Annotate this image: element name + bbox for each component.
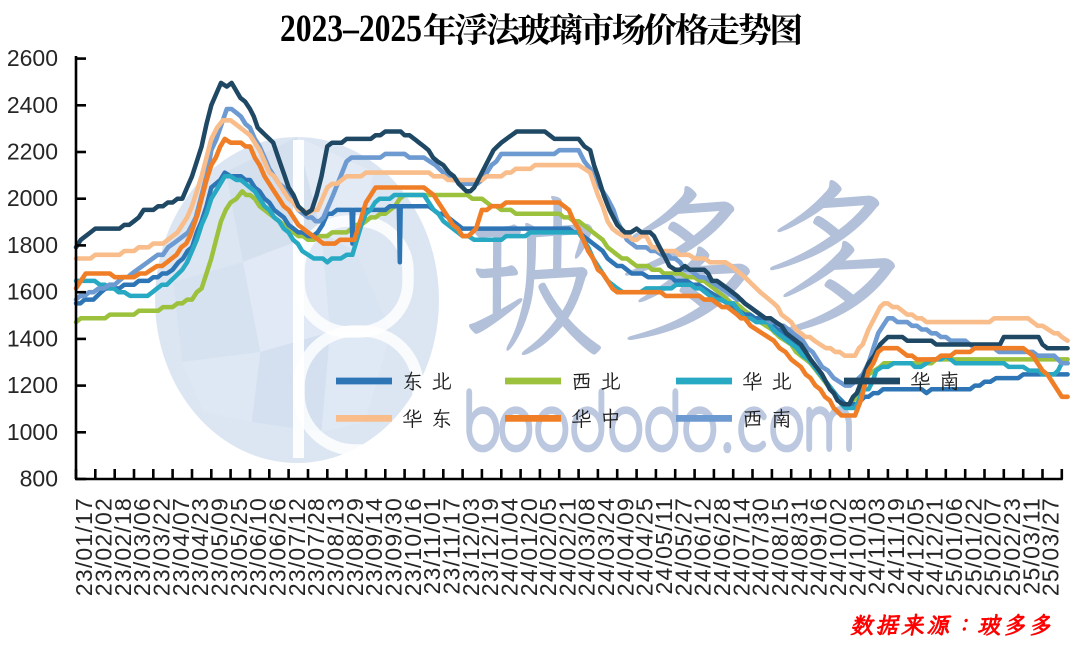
svg-text:23/03/22: 23/03/22 — [149, 497, 175, 596]
svg-text:23/11/01: 23/11/01 — [419, 497, 445, 594]
svg-text:23/12/03: 23/12/03 — [458, 497, 484, 596]
svg-text:24/10/02: 24/10/02 — [825, 497, 851, 596]
svg-text:23/09/30: 23/09/30 — [380, 497, 406, 596]
svg-text:25/01/06: 25/01/06 — [941, 497, 967, 596]
svg-text:24/06/12: 24/06/12 — [690, 497, 716, 596]
svg-text:2000: 2000 — [7, 185, 58, 211]
svg-text:24/07/30: 24/07/30 — [748, 497, 774, 596]
svg-text:1400: 1400 — [7, 325, 58, 351]
svg-text:25/01/22: 25/01/22 — [960, 497, 986, 596]
svg-text:2400: 2400 — [7, 92, 58, 118]
svg-text:800: 800 — [20, 466, 58, 492]
svg-text:23/07/28: 23/07/28 — [303, 497, 329, 596]
svg-text:23/06/10: 23/06/10 — [245, 497, 271, 596]
svg-text:24/07/14: 24/07/14 — [728, 497, 754, 596]
svg-text:2600: 2600 — [7, 45, 58, 71]
svg-text:24/03/08: 24/03/08 — [574, 497, 600, 596]
svg-text:24/09/16: 24/09/16 — [806, 497, 832, 596]
svg-text:24/01/04: 24/01/04 — [496, 497, 522, 596]
svg-text:24/06/28: 24/06/28 — [709, 497, 735, 596]
svg-text:24/01/20: 24/01/20 — [516, 497, 542, 596]
svg-text:23/06/26: 23/06/26 — [265, 497, 291, 596]
svg-text:23/04/23: 23/04/23 — [187, 497, 213, 596]
svg-text:25/03/27: 25/03/27 — [1038, 497, 1064, 596]
svg-text:23/10/16: 23/10/16 — [400, 497, 426, 596]
svg-text:25/02/07: 25/02/07 — [980, 497, 1006, 596]
svg-text:24/04/25: 24/04/25 — [632, 497, 658, 596]
svg-text:24/05/27: 24/05/27 — [670, 497, 696, 596]
svg-text:1200: 1200 — [7, 372, 58, 398]
svg-text:23/07/12: 23/07/12 — [284, 497, 310, 596]
svg-text:24/11/03: 24/11/03 — [864, 497, 890, 594]
svg-text:24/12/21: 24/12/21 — [922, 497, 948, 596]
svg-text:1600: 1600 — [7, 279, 58, 305]
svg-text:25/03/11: 25/03/11 — [1018, 497, 1044, 594]
svg-text:23/03/06: 23/03/06 — [129, 497, 155, 596]
svg-text:25/02/23: 25/02/23 — [999, 497, 1025, 596]
svg-text:23/02/02: 23/02/02 — [91, 497, 117, 596]
svg-text:23/12/19: 23/12/19 — [477, 497, 503, 596]
svg-text:2200: 2200 — [7, 139, 58, 165]
svg-text:23/11/17: 23/11/17 — [438, 497, 464, 594]
svg-text:23/09/14: 23/09/14 — [361, 497, 387, 596]
svg-text:24/08/31: 24/08/31 — [786, 497, 812, 596]
svg-text:24/12/05: 24/12/05 — [902, 497, 928, 596]
svg-text:24/04/09: 24/04/09 — [612, 497, 638, 596]
svg-text:24/05/11: 24/05/11 — [651, 497, 677, 594]
svg-text:23/02/18: 23/02/18 — [110, 497, 136, 596]
svg-text:23/05/25: 23/05/25 — [226, 497, 252, 596]
svg-text:24/11/19: 24/11/19 — [883, 497, 909, 594]
svg-text:1000: 1000 — [7, 419, 58, 445]
svg-text:1800: 1800 — [7, 232, 58, 258]
svg-text:24/10/18: 24/10/18 — [844, 497, 870, 596]
svg-text:24/08/15: 24/08/15 — [767, 497, 793, 596]
svg-text:24/02/05: 24/02/05 — [535, 497, 561, 596]
svg-text:23/08/13: 23/08/13 — [323, 497, 349, 596]
svg-text:23/08/29: 23/08/29 — [342, 497, 368, 596]
svg-text:24/03/24: 24/03/24 — [593, 497, 619, 596]
svg-text:23/04/07: 23/04/07 — [168, 497, 194, 596]
svg-text:23/05/09: 23/05/09 — [207, 497, 233, 596]
svg-text:23/01/17: 23/01/17 — [71, 497, 97, 596]
svg-text:24/02/21: 24/02/21 — [554, 497, 580, 596]
